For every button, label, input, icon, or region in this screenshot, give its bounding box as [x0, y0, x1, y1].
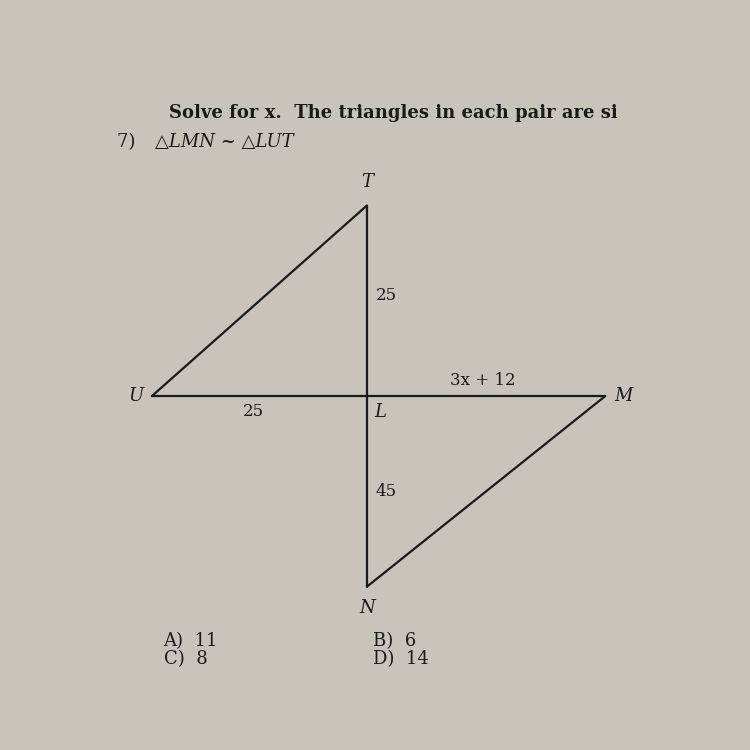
Text: A)  11: A) 11: [164, 632, 218, 650]
Text: C)  8: C) 8: [164, 650, 207, 668]
Text: 25: 25: [243, 403, 264, 420]
Text: Solve for x.  The triangles in each pair are si: Solve for x. The triangles in each pair …: [170, 104, 618, 122]
Text: L: L: [374, 403, 386, 421]
Text: △LMN ~ △LUT: △LMN ~ △LUT: [154, 134, 293, 152]
Text: M: M: [614, 387, 632, 405]
Text: 25: 25: [376, 286, 397, 304]
Text: B)  6: B) 6: [373, 632, 416, 650]
Text: D)  14: D) 14: [373, 650, 428, 668]
Text: N: N: [359, 599, 375, 617]
Text: 7): 7): [117, 134, 147, 152]
Text: U: U: [128, 387, 143, 405]
Text: 3x + 12: 3x + 12: [450, 372, 516, 389]
Text: 45: 45: [376, 483, 397, 500]
Text: T: T: [361, 173, 373, 191]
